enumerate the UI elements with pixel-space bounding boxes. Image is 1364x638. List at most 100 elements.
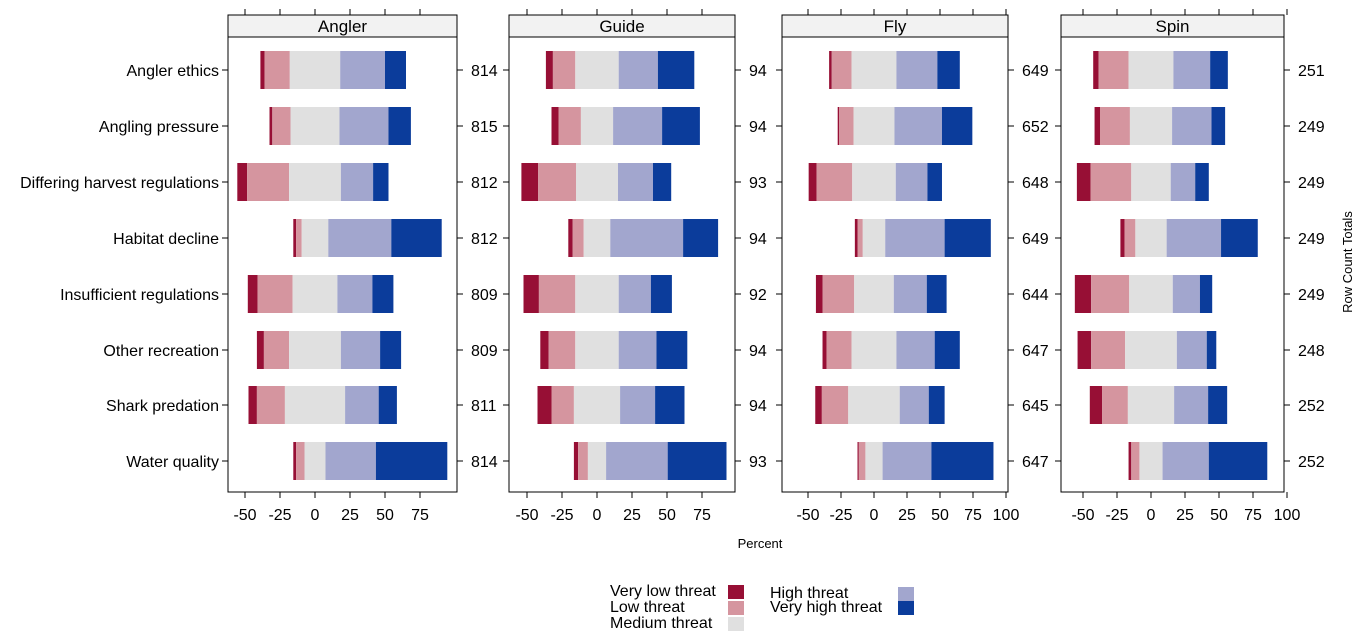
panel-title: Guide [599,17,644,36]
x-tick-label: -50 [796,507,819,524]
bar-segment [257,275,293,313]
bar-segment [1211,107,1226,145]
x-tick-label: 0 [593,507,602,524]
bar-segment [573,442,579,480]
right-axis-title: Row Count Totals [1340,211,1355,313]
bar-segment [1100,107,1130,145]
bar-segment [558,107,581,145]
bar-segment [1174,386,1209,424]
row-total: 94 [749,63,767,80]
bar-segment [289,331,341,369]
panel-frame [1060,36,1285,493]
bar-segment [523,275,539,313]
bar-segment [1090,163,1132,201]
bar-segment [928,386,945,424]
row-total: 812 [471,175,498,192]
row-total: 249 [1298,231,1325,248]
bar-segment [1128,442,1132,480]
legend-swatch-very-high [898,601,914,615]
bar-segment [256,331,264,369]
bar-segment [851,331,897,369]
category-label: Angler ethics [127,63,220,80]
row-total: 94 [749,119,767,136]
panel-title: Spin [1155,17,1189,36]
bar-segment [815,275,823,313]
bar-segment [1120,219,1125,257]
x-tick-label: -25 [550,507,573,524]
bar-segment [248,386,257,424]
bar-segment [882,442,932,480]
bar-segment [538,275,576,313]
bar-segment [854,275,894,313]
bar-segment [893,275,927,313]
x-tick-label: 75 [411,507,429,524]
bar-segment [548,331,576,369]
bar-segment [260,51,265,89]
bar-segment [613,107,663,145]
bar-segment [293,442,297,480]
legend-swatch-medium [728,617,744,631]
bar-segment [1206,331,1217,369]
bar-segment [391,219,442,257]
bar-segment [934,331,960,369]
row-total: 94 [749,231,767,248]
x-tick-label: 50 [658,507,676,524]
bar-segment [521,163,539,201]
bar-segment [1091,331,1126,369]
bar-segment [655,386,685,424]
row-total: 252 [1298,398,1325,415]
x-axis-title: Percent [738,536,783,551]
legend-label-low: Low threat [610,599,685,616]
bar-segment [862,219,886,257]
bar-segment [826,331,852,369]
panel-title: Fly [884,17,907,36]
bar-segment [575,51,619,89]
bar-segment [325,442,376,480]
row-total: 649 [1022,63,1049,80]
bar-segment [896,331,935,369]
bar-segment [328,219,392,257]
bar-segment [1208,442,1268,480]
bar-segment [650,275,672,313]
bar-segment [857,219,863,257]
bar-segment [656,331,688,369]
bar-segment [1166,219,1222,257]
x-tick-label: 0 [870,507,879,524]
bar-segment [272,107,291,145]
bar-segment [1162,442,1209,480]
bar-segment [340,163,374,201]
bar-segment [340,51,385,89]
bar-segment [894,107,942,145]
bar-segment [610,219,684,257]
bar-segment [296,442,305,480]
bar-segment [896,51,938,89]
category-label: Angling pressure [99,119,219,136]
bar-segment [808,163,817,201]
row-total: 93 [749,454,767,471]
bar-segment [926,275,947,313]
bar-segment [1094,107,1100,145]
bar-segment [256,386,285,424]
bar-segment [865,442,883,480]
bar-segment [885,219,945,257]
bar-segment [237,163,248,201]
row-total: 647 [1022,454,1049,471]
bar-segment [587,442,607,480]
bar-segment [944,219,991,257]
bar-segment [372,275,394,313]
bar-segment [1091,275,1130,313]
x-tick-label: 75 [693,507,711,524]
bar-segment [853,107,895,145]
x-tick-label: 50 [931,507,949,524]
bar-segment [545,51,553,89]
bar-segment [337,275,373,313]
category-label: Other recreation [103,343,219,360]
bar-segment [1127,386,1175,424]
bar-segment [1102,386,1128,424]
bar-segment [1173,51,1211,89]
panel-frame [508,36,736,493]
bar-segment [1076,163,1091,201]
legend-label-very-high: Very high threat [770,599,883,616]
row-total: 809 [471,287,498,304]
